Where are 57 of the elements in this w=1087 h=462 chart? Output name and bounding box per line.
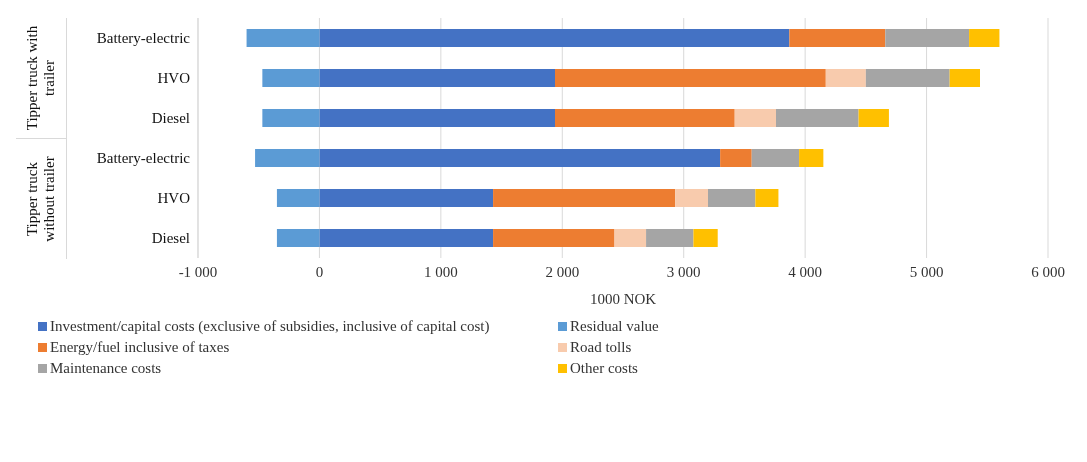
y-tick-label: HVO — [157, 190, 191, 207]
bar — [969, 29, 1000, 47]
bar — [789, 29, 886, 47]
legend-label: Road tolls — [570, 339, 632, 356]
x-axis-title: 1000 NOK — [589, 291, 657, 307]
bar — [493, 229, 615, 247]
bar — [799, 149, 824, 167]
y-tick-label: Diesel — [151, 230, 190, 247]
legend-label: Energy/fuel inclusive of taxes — [50, 339, 230, 356]
x-tick-label: -1 000 — [178, 263, 218, 280]
y-tick-label: Battery-electric — [96, 150, 191, 167]
bar — [493, 189, 676, 207]
bar — [720, 149, 752, 167]
bar — [675, 189, 708, 207]
bar — [614, 229, 647, 247]
bar — [319, 149, 721, 167]
legend-label: Residual value — [570, 318, 659, 335]
bar — [255, 149, 320, 167]
x-tick-label: 6 000 — [1031, 263, 1065, 280]
bar — [776, 109, 859, 127]
bar — [825, 69, 866, 87]
bar — [319, 29, 790, 47]
bar — [858, 109, 889, 127]
legend-label: Other costs — [570, 360, 638, 377]
text: Tipper truck with trailer — [24, 24, 58, 133]
y-tick-label: Battery-electric — [96, 30, 191, 47]
bar — [555, 69, 826, 87]
bar — [319, 69, 555, 87]
y-tick-label: Diesel — [151, 110, 190, 127]
bar — [646, 229, 694, 247]
bar — [949, 69, 980, 87]
text: Tipper truck without trailer — [24, 155, 58, 244]
bar — [708, 189, 756, 207]
x-tick-label: 5 000 — [909, 263, 944, 280]
y-tick-label: HVO — [157, 70, 191, 87]
bar — [319, 189, 494, 207]
bar — [755, 189, 779, 207]
bar — [276, 189, 320, 207]
bar — [262, 109, 320, 127]
bar — [319, 229, 494, 247]
x-tick-label: 2 000 — [545, 263, 580, 280]
bar — [751, 149, 800, 167]
bar — [693, 229, 718, 247]
legend-label: Maintenance costs — [50, 360, 162, 377]
x-tick-label: 0 — [315, 263, 324, 280]
x-tick-label: 3 000 — [666, 263, 701, 280]
x-tick-label: 4 000 — [788, 263, 823, 280]
bar — [319, 109, 555, 127]
bar — [262, 69, 320, 87]
bar — [555, 109, 735, 127]
bar — [734, 109, 776, 127]
x-tick-label: 1 000 — [423, 263, 458, 280]
legend-label: Investment/capital costs (exclusive of subsidies, inclusive of capital cost) — [50, 318, 490, 335]
bar — [865, 69, 950, 87]
bar — [246, 29, 320, 47]
bar — [276, 229, 320, 247]
bar — [885, 29, 970, 47]
